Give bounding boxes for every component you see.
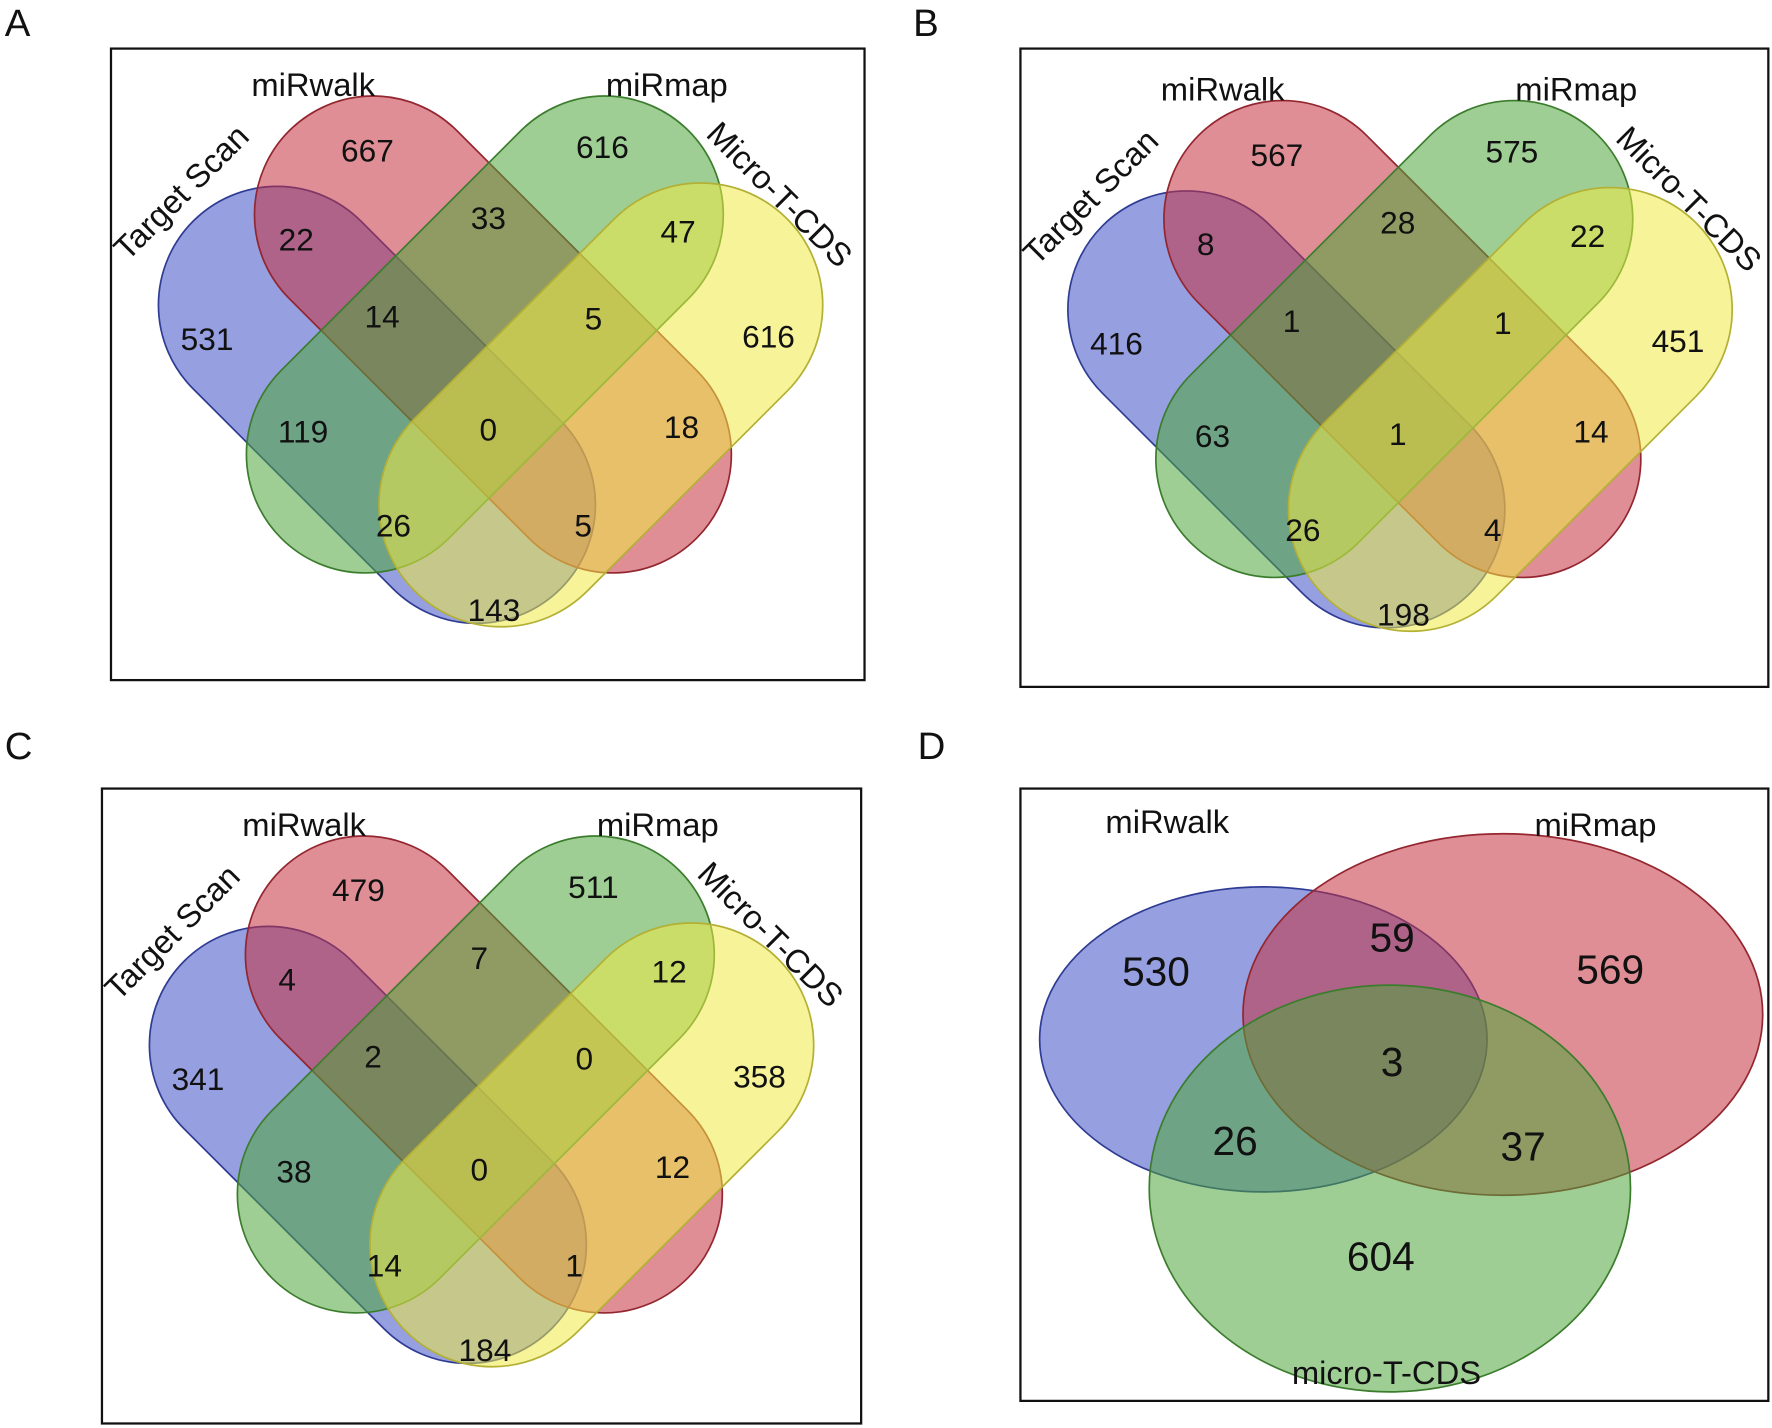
region-count: 119 (278, 414, 328, 450)
region-count: 4 (278, 961, 296, 997)
region-count: 33 (471, 200, 506, 236)
panel-letter: C (5, 725, 33, 768)
panel-frame (1019, 787, 1770, 1403)
region-count: 26 (1212, 1118, 1257, 1164)
region-count: 14 (365, 298, 400, 334)
region-count: 531 (181, 321, 234, 357)
set-shape-micro-t-cds (369, 922, 815, 1368)
region-count: 26 (376, 507, 411, 543)
panel-frame (1019, 47, 1770, 689)
region-count: 451 (1652, 323, 1705, 359)
region-count: 479 (332, 872, 385, 908)
region-count: 1 (1283, 303, 1301, 339)
region-count: 198 (1377, 597, 1430, 633)
region-count: 14 (367, 1247, 402, 1283)
region-count: 12 (651, 954, 686, 990)
region-count: 7 (470, 940, 488, 976)
region-count: 37 (1501, 1124, 1546, 1170)
region-count: 511 (568, 869, 618, 905)
region-count: 1 (1494, 305, 1512, 341)
region-count: 184 (459, 1332, 512, 1368)
region-count: 26 (1285, 512, 1320, 548)
region-count: 63 (1195, 418, 1230, 454)
region-count: 1 (565, 1247, 583, 1283)
region-count: 3 (1381, 1039, 1404, 1085)
region-count: 8 (1197, 226, 1215, 262)
region-count: 0 (480, 411, 498, 447)
set-shape-micro-t-cds (378, 182, 824, 628)
region-count: 22 (1570, 218, 1605, 254)
set-label-mirwalk: miRwalk (1105, 803, 1229, 840)
region-count: 616 (742, 319, 795, 355)
panel-letter: D (918, 725, 946, 768)
region-count: 12 (655, 1149, 690, 1185)
set-label-mirmap: miRmap (606, 66, 728, 103)
region-count: 5 (574, 507, 592, 543)
panel-frame (100, 787, 863, 1425)
panel-letter: B (913, 2, 939, 45)
region-count: 569 (1576, 946, 1644, 992)
region-count: 59 (1370, 915, 1415, 961)
region-count: 604 (1347, 1233, 1415, 1279)
region-count: 5 (585, 301, 603, 337)
region-count: 575 (1485, 133, 1538, 169)
region-count: 143 (468, 592, 521, 628)
set-label-mirmap: miRmap (597, 806, 719, 843)
set-label-mirwalk: miRwalk (1161, 71, 1285, 108)
set-label-mirmap: miRmap (1515, 71, 1637, 108)
set-shape-micro-t-cds (1148, 984, 1632, 1393)
region-count: 38 (276, 1154, 311, 1190)
region-count: 0 (576, 1041, 594, 1077)
venn-diagram: miRwalk miRmap micro-T-CDS 530 59 569 3 26 37 604 (1038, 803, 1764, 1393)
region-count: 530 (1122, 949, 1190, 995)
region-count: 4 (1484, 512, 1502, 548)
region-count: 22 (279, 222, 314, 258)
set-shape-micro-t-cds (1287, 186, 1734, 633)
region-count: 567 (1251, 137, 1304, 173)
panel-letter: A (5, 2, 31, 45)
region-count: 2 (364, 1038, 382, 1074)
region-count: 47 (661, 214, 696, 250)
region-count: 14 (1573, 414, 1608, 450)
region-count: 341 (172, 1061, 225, 1097)
set-label-mirmap: miRmap (1535, 806, 1657, 843)
region-count: 28 (1380, 205, 1415, 241)
region-count: 0 (470, 1151, 488, 1187)
region-count: 1 (1389, 416, 1407, 452)
set-label-micro-t-cds: micro-T-CDS (1292, 1354, 1481, 1391)
region-count: 416 (1090, 325, 1143, 361)
region-count: 667 (341, 132, 394, 168)
set-label-mirwalk: miRwalk (242, 806, 366, 843)
panel-frame (109, 47, 866, 682)
region-count: 616 (576, 129, 629, 165)
region-count: 358 (733, 1059, 786, 1095)
region-count: 18 (664, 409, 699, 445)
set-label-mirwalk: miRwalk (251, 66, 375, 103)
